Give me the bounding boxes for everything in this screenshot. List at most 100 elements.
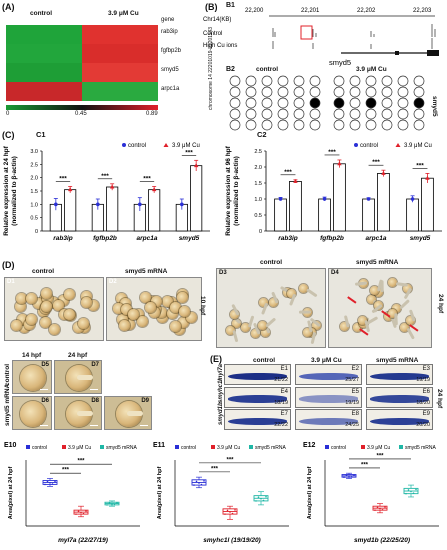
- cpg-site-control-3-3: [277, 108, 289, 120]
- c2-xlabel-smyd5: smyd5: [410, 235, 431, 242]
- c2-legend-cu-marker: [395, 143, 401, 147]
- cpg-site-cu-2-3: [381, 97, 393, 109]
- cpg-site-cu-0-0: [333, 75, 345, 87]
- d-bottom-scalebar-2: [40, 424, 48, 426]
- c1-point-smyd5-cu: [193, 163, 199, 168]
- d-bottom-body-4: [127, 411, 143, 416]
- panel-label-d: (D): [2, 260, 15, 270]
- e11-pt-1-1: [226, 509, 229, 512]
- ish-band-E1: [228, 372, 287, 381]
- cpg-site-cu-4-1: [349, 119, 361, 131]
- methylation-gene-label: smyd5: [431, 96, 438, 117]
- d-bottom-photo-label-1: D7: [91, 362, 99, 368]
- c2-sig-arpc1a: ***: [372, 159, 380, 166]
- c2-legend-control-marker: [354, 143, 358, 147]
- photo-d1-embryo-17: [87, 300, 99, 312]
- photo-d2: D2: [106, 277, 202, 341]
- ish-count-E3: 19/19: [416, 377, 430, 383]
- tick-22203: 22,203: [413, 8, 432, 14]
- cpg-site-control-4-3: [277, 119, 289, 131]
- track-control-peaks: [272, 24, 436, 37]
- methylation-region-label: chromosome 14 22201019-22201143: [208, 26, 214, 110]
- photo-d3-tail-9: [306, 288, 318, 297]
- photo-d1-embryo-29: [48, 323, 60, 335]
- cpg-site-control-1-0: [229, 86, 241, 98]
- e11-pt-1-2: [229, 511, 231, 513]
- panel-label-e: (E): [210, 354, 222, 364]
- photo-d3-embryo-3: [241, 322, 251, 332]
- cpg-site-cu-0-1: [349, 75, 361, 87]
- photo-d3-embryo-5: [251, 329, 261, 339]
- cpg-site-control-1-4: [293, 86, 305, 98]
- genome-track-figure: Chr14(KB) 22,200 22,201 22,202 22,203 Co…: [203, 8, 439, 67]
- e11-pt-2-0: [255, 500, 257, 502]
- cpg-site-control-3-1: [245, 108, 257, 120]
- photo-d2-embryo-11: [170, 321, 182, 333]
- cpg-site-cu-2-4: [397, 97, 409, 109]
- cpg-site-control-1-1: [245, 86, 257, 98]
- heatmap-cell-smyd5-cu: [82, 63, 158, 82]
- heatmap-col-control: control: [30, 10, 53, 17]
- ish-E7: E7 22/22: [224, 409, 291, 430]
- photo-d2-embryo-28: [145, 302, 157, 314]
- cpg-site-cu-1-2: [365, 86, 377, 98]
- ish-label-E4: E4: [280, 388, 288, 395]
- cpg-site-control-4-1: [245, 119, 257, 131]
- e11-pt-0-2: [198, 482, 200, 484]
- cpg-site-cu-3-2: [365, 108, 377, 120]
- photo-d1-embryo-13: [52, 299, 64, 311]
- track-control-label: Control: [203, 31, 222, 37]
- ish-label-E7: E7: [280, 411, 288, 417]
- cpg-site-cu-2-1: [349, 97, 361, 109]
- e-time-label: 24 hpf: [436, 389, 443, 409]
- c1-point-arpc1a-cu: [151, 187, 157, 192]
- e11-ylabel: Area(pixel) at 24 hpf: [157, 467, 163, 520]
- heatmap-gene-smyd5: smyd5: [161, 67, 179, 73]
- cpg-site-cu-4-5: [413, 119, 425, 131]
- cpg-site-cu-1-5: [413, 86, 425, 98]
- c2-bar-rab3ip-cu: [289, 181, 302, 232]
- c1-xlabel-rab3ip: rab3ip: [53, 235, 73, 242]
- photo-d2-embryo-14: [156, 306, 168, 318]
- ish-E2: E2 25/27: [295, 364, 362, 385]
- e11-legend-0: control: [181, 445, 196, 451]
- photo-d2-label: D2: [109, 279, 117, 285]
- cpg-site-control-1-3: [277, 86, 289, 98]
- photo-d3-embryo-6: [225, 325, 235, 335]
- cpg-site-cu-1-1: [349, 86, 361, 98]
- photo-d2-embryo-0: [174, 324, 186, 336]
- d-bottom-scalebar-4: [140, 424, 148, 426]
- c2-bar-arpc1a-control: [362, 198, 375, 232]
- c2-point-rab3ip-cu: [293, 178, 298, 183]
- photo-d3-embryo-12: [302, 327, 312, 337]
- e12-pt-0-3: [350, 476, 353, 478]
- e12-pt-2-3: [412, 492, 415, 494]
- cpg-site-control-2-3: [277, 97, 289, 109]
- c2-xlabel-fgfbp2b: fgfbp2b: [320, 235, 344, 242]
- cpg-site-control-2-4: [293, 97, 305, 109]
- e12-pt-0-1: [345, 474, 348, 477]
- photo-d2-embryo-16: [167, 308, 179, 320]
- photo-d3: D3: [216, 268, 326, 348]
- photo-d3-embryo-1: [260, 328, 270, 338]
- c1-point-arpc1a-control: [138, 202, 142, 207]
- photo-d4-label: D4: [331, 270, 339, 276]
- c2-bar-smyd5-cu: [421, 177, 434, 232]
- photo-d4-tail-9: [396, 281, 409, 287]
- e11-xlabel: smyhc1l (19/19/20): [203, 537, 260, 544]
- photo-d1-embryo-19: [80, 296, 92, 308]
- e12-legend-marker-1: [361, 445, 365, 449]
- d-bottom-scalebar-3: [90, 424, 98, 426]
- ish-band-E4: [228, 395, 287, 403]
- photo-d3-label: D3: [219, 270, 227, 276]
- track-highcu-label: High Cu ions: [203, 43, 237, 49]
- e12-legend-0: control: [331, 445, 346, 451]
- e10-panel-label: E10: [4, 442, 17, 449]
- e12-pt-2-1: [407, 489, 410, 491]
- ish-label-E6: E6: [422, 388, 430, 395]
- panel-label-c1: C1: [36, 130, 46, 139]
- ish-band-E7: [228, 417, 287, 426]
- panel-label-a: (A): [2, 2, 15, 12]
- ish-count-E6: 18/20: [416, 399, 430, 406]
- e10-pt-2-1: [108, 502, 111, 504]
